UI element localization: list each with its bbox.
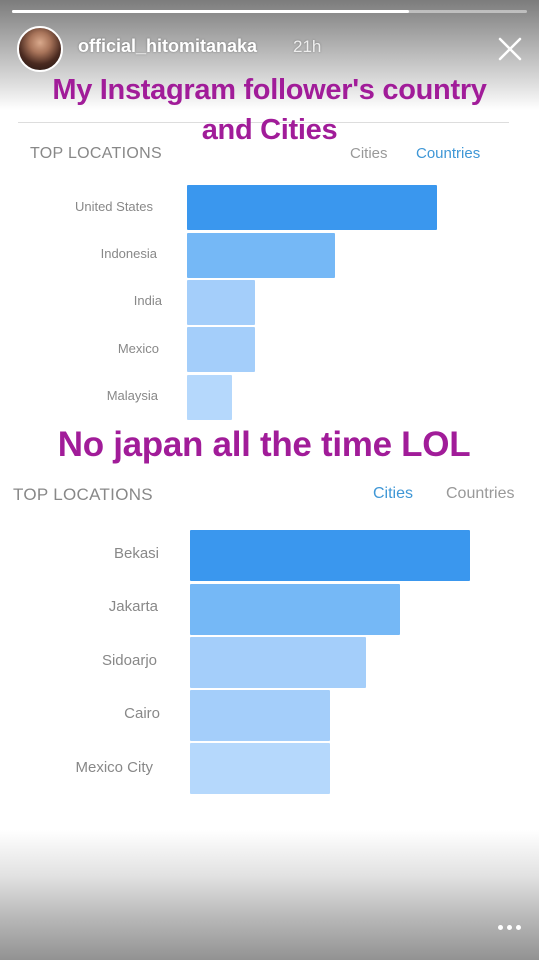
close-icon (498, 37, 522, 61)
location-bar (187, 375, 232, 420)
story-progress-fill (12, 10, 409, 13)
avatar[interactable] (17, 26, 63, 72)
top-gradient (0, 0, 539, 110)
story-timestamp: 21h (293, 37, 322, 56)
tab-countries[interactable]: Countries (446, 485, 515, 502)
top-locations-title: TOP LOCATIONS (30, 145, 162, 162)
location-bar (190, 584, 400, 635)
story-caption-line-1: My Instagram follower's country (52, 74, 487, 106)
story-caption-line-3: No japan all the time LOL (57, 425, 471, 464)
tab-cities[interactable]: Cities (350, 145, 388, 162)
location-bar (190, 690, 330, 741)
story-caption-line-2: and Cities (201, 114, 338, 146)
location-bar (190, 743, 330, 794)
top-locations-title: TOP LOCATIONS (13, 485, 153, 504)
story-progress-bar (12, 10, 527, 13)
location-label: Mexico (117, 341, 159, 356)
location-label: Sidoarjo (101, 652, 157, 669)
panel-top-divider (18, 122, 509, 123)
location-bar (190, 530, 470, 581)
location-label: Mexico City (75, 759, 153, 776)
more-button[interactable] (498, 923, 522, 933)
location-bar (190, 637, 366, 688)
location-label: Bekasi (113, 545, 159, 562)
location-bar (187, 233, 335, 278)
location-label: Indonesia (100, 246, 157, 261)
location-label: United States (74, 199, 153, 214)
bottom-gradient (0, 830, 539, 960)
more-icon-dot (516, 925, 521, 930)
more-icon (498, 925, 503, 930)
tab-countries[interactable]: Countries (416, 145, 481, 162)
location-bar (187, 280, 255, 325)
story-username[interactable]: official_hitomitanaka (78, 36, 258, 56)
close-button[interactable] (497, 36, 523, 62)
tab-cities[interactable]: Cities (373, 485, 414, 502)
location-label: Cairo (124, 705, 160, 722)
location-bar (187, 185, 437, 230)
location-label: India (133, 293, 162, 308)
more-icon-dot (507, 925, 512, 930)
location-bar (187, 327, 255, 372)
location-label: Jakarta (108, 598, 158, 615)
location-label: Malaysia (106, 388, 158, 403)
